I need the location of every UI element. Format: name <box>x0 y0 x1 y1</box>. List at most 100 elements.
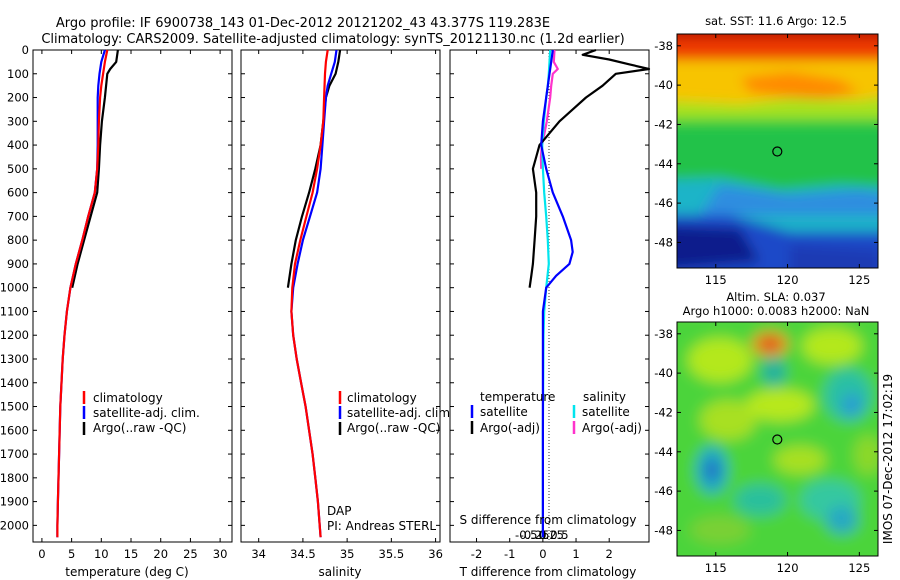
salinity-axis-label: salinity <box>318 565 361 579</box>
s-difference-axis-label: S difference from climatology <box>460 513 637 527</box>
sst-heatmap <box>677 34 878 268</box>
legend-title-salinity: salinity <box>583 390 626 404</box>
map-y-tick-label: -40 <box>654 366 673 380</box>
map-y-tick-label: -46 <box>654 484 673 498</box>
sst-map-ticks: 115 120 125 -38 -40 -42 -44 -46 -48 <box>654 34 878 287</box>
s-tick-label: 0.25 <box>538 528 564 542</box>
x-tick-label: 34 <box>251 547 266 561</box>
salinity-plot-frame <box>240 49 441 543</box>
sla-map-ticks: 115 120 125 -38 -40 -42 -44 -46 -48 <box>654 322 878 575</box>
temperature-axis-label: temperature (deg C) <box>65 565 188 579</box>
map-y-tick-label: -48 <box>654 523 673 537</box>
map-y-tick-label: -44 <box>654 445 673 459</box>
x-tick-label: 5 <box>68 547 75 561</box>
t-difference-axis-ticks: -2 -1 0 1 2 <box>471 50 613 561</box>
temperature-panel: 0100200300400500600700800900100011001200… <box>0 43 233 579</box>
depth-tick-label: 900 <box>7 257 29 271</box>
series-line <box>56 49 109 538</box>
map-y-tick-label: -42 <box>654 405 673 419</box>
map-x-tick-label: 120 <box>777 561 799 575</box>
temperature-profile-lines <box>56 49 119 538</box>
salinity-panel: 34 34.5 35 35.5 36 salinity climatology sate… <box>240 49 454 579</box>
series-line <box>71 49 119 288</box>
x-tick-label: 35.5 <box>379 547 405 561</box>
depth-axis-ticks: 0 100 200 300 400 500 600 700 800 900 1000 1100 1200… <box>0 43 232 532</box>
map-y-tick-label: -42 <box>654 117 673 131</box>
depth-tick-label: 700 <box>7 209 29 223</box>
legend-label-argo: Argo(..raw -QC) <box>347 421 440 435</box>
difference-profile-lines <box>528 48 651 538</box>
sla-map-panel: Altim. SLA: 0.037 Argo h1000: 0.0083 h20… <box>654 290 879 575</box>
x-tick-label: 1 <box>572 547 579 561</box>
depth-tick-label: 1900 <box>0 495 29 509</box>
t-difference-axis-label: T difference from climatology <box>459 565 637 579</box>
depth-tick-label: 1700 <box>0 447 29 461</box>
depth-tick-label: 1600 <box>0 423 29 437</box>
depth-tick-label: 1500 <box>0 400 29 414</box>
temperature-axis-ticks: 0 5 10 15 20 25 30 <box>38 50 227 561</box>
legend-label-s-argo: Argo(-adj) <box>582 421 642 435</box>
depth-tick-label: 1100 <box>0 304 29 318</box>
map-y-tick-label: -46 <box>654 196 673 210</box>
sst-map-frame <box>676 33 879 269</box>
depth-tick-label: 1200 <box>0 328 29 342</box>
map-y-tick-label: -44 <box>654 157 673 171</box>
salinity-depth-ticks <box>241 49 440 526</box>
sst-map-title: sat. SST: 11.6 Argo: 12.5 <box>705 14 847 28</box>
series-line <box>540 49 574 538</box>
depth-tick-label: 1000 <box>0 281 29 295</box>
sst-map-panel: sat. SST: 11.6 Argo: 12.5 115 120 125 -38 -4… <box>654 14 879 287</box>
map-x-tick-label: 115 <box>705 273 727 287</box>
series-line <box>528 48 651 288</box>
salinity-legend: climatology satellite-adj. clim. Argo(..… <box>338 391 454 435</box>
sla-heatmap <box>677 322 878 556</box>
x-tick-label: 10 <box>94 547 109 561</box>
depth-tick-label: 2000 <box>0 518 29 532</box>
depth-tick-label: 100 <box>7 67 29 81</box>
depth-tick-label: 0 <box>22 43 29 57</box>
map-y-tick-label: -40 <box>654 78 673 92</box>
legend-label-climatology: climatology <box>93 391 163 405</box>
temperature-legend: climatology satellite-adj. clim. Argo(..… <box>82 391 200 435</box>
sla-map-title-line1: Altim. SLA: 0.037 <box>726 290 825 304</box>
x-tick-label: 20 <box>153 547 168 561</box>
x-tick-label: 34.5 <box>290 547 316 561</box>
legend-label-climatology: climatology <box>347 391 417 405</box>
depth-tick-label: 200 <box>7 91 29 105</box>
figure-title-line2: Climatology: CARS2009. Satellite-adjuste… <box>41 32 624 47</box>
map-x-tick-label: 120 <box>777 273 799 287</box>
depth-tick-label: 600 <box>7 186 29 200</box>
difference-depth-ticks <box>450 49 649 526</box>
x-tick-label: -1 <box>504 547 515 561</box>
depth-tick-label: 1400 <box>0 376 29 390</box>
map-y-tick-label: -48 <box>654 235 673 249</box>
legend-label-argo: Argo(..raw -QC) <box>93 421 186 435</box>
map-y-tick-label: -38 <box>654 39 673 53</box>
x-tick-label: 2 <box>606 547 613 561</box>
depth-tick-label: 500 <box>7 162 29 176</box>
difference-plot-frame <box>449 49 650 543</box>
legend-label-satellite: satellite-adj. clim. <box>93 406 200 420</box>
imos-timestamp: IMOS 07-Dec-2012 17:02:19 <box>881 374 895 544</box>
x-tick-label: 35 <box>340 547 355 561</box>
difference-legend: temperature satellite Argo(-adj) salinit… <box>470 390 642 435</box>
s-tick-label: -0.5 <box>515 528 537 542</box>
x-tick-label: 15 <box>124 547 139 561</box>
x-tick-label: 36 <box>428 547 443 561</box>
depth-tick-label: 1800 <box>0 471 29 485</box>
argo-location-marker <box>772 434 783 445</box>
x-tick-label: 0 <box>38 547 45 561</box>
map-x-tick-label: 115 <box>705 561 727 575</box>
x-tick-label: 30 <box>213 547 228 561</box>
series-line <box>290 49 329 538</box>
legend-label-t-satellite: satellite <box>480 405 528 419</box>
dap-label: DAP <box>327 504 351 518</box>
sla-map-frame <box>676 321 879 557</box>
map-x-tick-label: 125 <box>848 561 870 575</box>
legend-label-satellite: satellite-adj. clim. <box>347 406 454 420</box>
temperature-plot-frame <box>32 49 233 543</box>
sla-map-title-line2: Argo h1000: 0.0083 h2000: NaN <box>683 304 870 318</box>
pi-label: PI: Andreas STERL <box>327 519 436 533</box>
